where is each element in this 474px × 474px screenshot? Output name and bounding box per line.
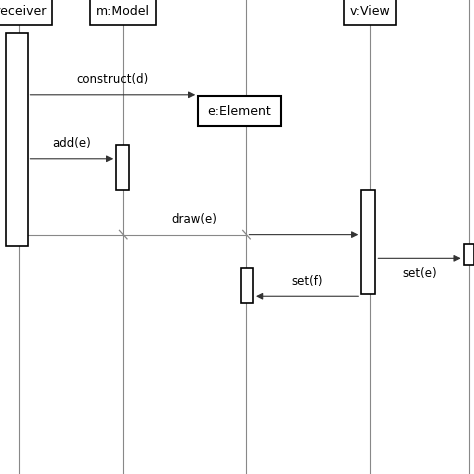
Text: add(e): add(e) [53,137,91,150]
Bar [344,0,396,25]
Bar [90,0,156,25]
Text: e:Element: e:Element [208,105,271,118]
Bar [361,190,375,294]
Text: construct(d): construct(d) [77,73,149,86]
Text: m:Model: m:Model [96,5,150,18]
Bar [241,268,253,303]
Bar [6,33,28,246]
Bar [198,97,281,126]
Bar [0,0,52,25]
Text: set(e): set(e) [402,267,437,280]
Text: :receiver: :receiver [0,5,46,18]
Text: v:View: v:View [349,5,390,18]
Text: set(f): set(f) [292,275,323,288]
Bar [464,244,474,265]
Bar [116,145,129,190]
Text: draw(e): draw(e) [172,213,217,226]
